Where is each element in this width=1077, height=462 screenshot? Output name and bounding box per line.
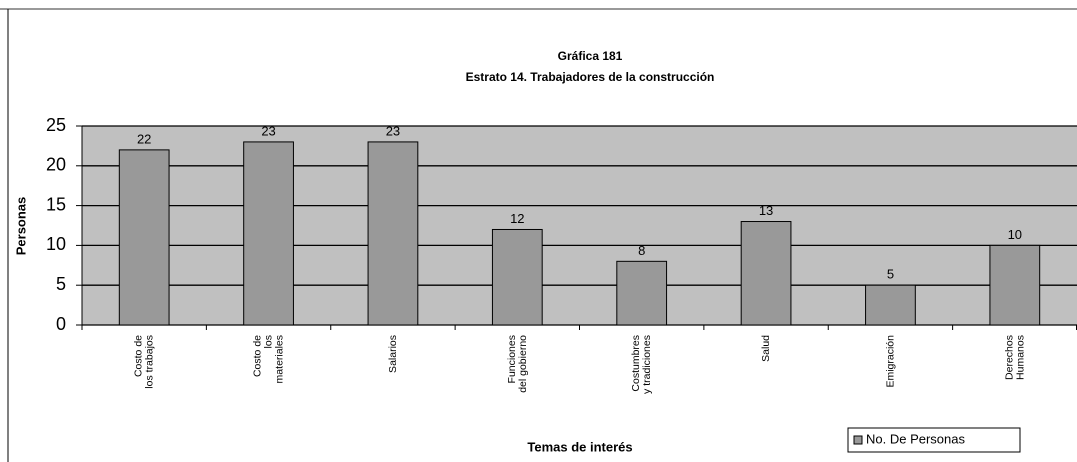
bar <box>865 284 916 326</box>
value-label: 23 <box>386 123 400 138</box>
x-axis-label: Temas de interés <box>527 439 632 454</box>
chart-subtitle: Estrato 14. Trabajadores de la construcc… <box>466 70 715 84</box>
x-tick-label: DerechosHumanos <box>1003 335 1026 380</box>
y-tick-label: 0 <box>56 314 66 334</box>
value-label: 13 <box>759 203 773 218</box>
chart-title: Gráfica 181 <box>558 49 623 63</box>
x-tick-label: Salarios <box>387 335 399 373</box>
y-tick-label: 25 <box>46 115 66 135</box>
x-tick-label: Costumbresy tradiciones <box>630 335 653 394</box>
y-tick-label: 15 <box>46 194 66 214</box>
y-tick-label: 20 <box>46 155 66 175</box>
value-label: 23 <box>261 123 275 138</box>
y-axis-label: Personas <box>13 197 28 256</box>
x-tick-label: Emigración <box>884 335 896 388</box>
x-tick-label: Funcionesdel gobierno <box>506 335 529 393</box>
bar <box>243 141 294 326</box>
legend-box <box>847 427 1021 453</box>
y-tick-label: 10 <box>46 234 66 254</box>
plot-area <box>82 126 1077 325</box>
x-tick-label: Salud <box>760 335 772 362</box>
legend-swatch <box>853 435 863 445</box>
bar <box>118 149 170 326</box>
x-tick-label: Costo delosmateriales <box>251 335 285 384</box>
bar <box>616 260 668 326</box>
value-label: 10 <box>1008 227 1022 242</box>
value-label: 22 <box>137 131 151 146</box>
bar <box>367 141 419 326</box>
y-tick-label: 5 <box>56 274 66 294</box>
legend-label: No. De Personas <box>866 431 965 446</box>
bar <box>740 221 792 326</box>
bar <box>989 244 1041 326</box>
x-tick-label: Costo delos trabajos <box>132 335 155 389</box>
bar <box>491 228 543 326</box>
value-label: 12 <box>510 211 524 226</box>
value-label: 8 <box>638 243 645 258</box>
value-label: 5 <box>887 267 894 282</box>
